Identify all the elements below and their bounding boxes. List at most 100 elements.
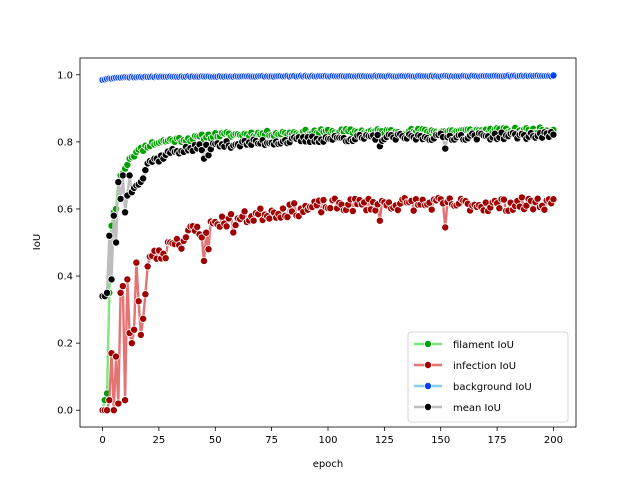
data-point: [204, 245, 213, 254]
y-axis-label: IoU: [32, 234, 43, 250]
data-point: [132, 258, 141, 267]
data-point: [517, 193, 526, 202]
data-point: [193, 222, 202, 231]
data-point: [139, 174, 148, 183]
data-point: [549, 195, 558, 204]
data-point: [107, 275, 116, 284]
legend-marker: [423, 381, 432, 390]
data-point: [103, 406, 112, 415]
data-point: [116, 288, 125, 297]
data-point: [540, 205, 549, 214]
data-point: [197, 146, 206, 155]
data-point: [181, 233, 190, 242]
data-point: [199, 256, 208, 265]
data-point: [326, 204, 335, 213]
legend-item: background IoU: [414, 381, 532, 393]
data-point: [529, 205, 538, 214]
data-point: [533, 194, 542, 203]
y-axis: 0.0 0.2 0.4 0.6 0.8 1.0: [57, 70, 80, 417]
y-tick-label: 0.4: [57, 272, 73, 283]
y-tick-label: 0.6: [57, 204, 73, 215]
data-point: [136, 330, 145, 339]
x-tick-label: 50: [209, 435, 222, 446]
legend-item: filament IoU: [414, 339, 514, 351]
x-tick-label: 200: [544, 435, 563, 446]
series-layer: [98, 71, 558, 415]
data-point: [229, 228, 238, 237]
data-point: [317, 208, 326, 217]
data-point: [114, 178, 123, 187]
data-point: [105, 231, 114, 240]
data-point: [177, 244, 186, 253]
x-tick-label: 100: [318, 435, 337, 446]
legend-marker: [423, 402, 432, 411]
data-point: [409, 206, 418, 215]
y-tick-label: 0.0: [57, 406, 73, 417]
data-point: [123, 275, 132, 284]
data-point: [118, 171, 127, 180]
data-point: [114, 399, 123, 408]
series-background-iou: [98, 71, 558, 84]
data-point: [222, 222, 231, 231]
data-point: [441, 223, 450, 232]
legend-label: infection IoU: [453, 361, 516, 372]
data-point: [109, 211, 118, 220]
data-point: [427, 205, 436, 214]
y-tick-label: 0.2: [57, 339, 73, 350]
x-axis-label: epoch: [313, 459, 343, 470]
legend-item: mean IoU: [414, 402, 501, 414]
data-point: [112, 352, 121, 361]
data-point: [121, 208, 130, 217]
data-point: [103, 288, 112, 297]
legend-box: [407, 331, 569, 423]
legend-label: mean IoU: [453, 403, 501, 414]
data-point: [134, 297, 143, 306]
data-point: [141, 166, 150, 175]
legend-label: filament IoU: [453, 340, 514, 351]
data-point: [161, 254, 170, 263]
data-point: [240, 207, 249, 216]
data-point: [231, 221, 240, 230]
legend: filament IoU infection IoU background IoU m…: [407, 331, 569, 423]
data-point: [116, 194, 125, 203]
series-mean-iou: [98, 128, 558, 301]
data-point: [121, 396, 130, 405]
data-point: [290, 199, 299, 208]
data-point: [549, 71, 558, 80]
data-point: [348, 207, 357, 216]
data-point: [118, 282, 127, 291]
data-point: [109, 406, 118, 415]
data-point: [130, 325, 139, 334]
data-point: [373, 130, 382, 139]
x-tick-label: 25: [153, 435, 166, 446]
data-point: [499, 195, 508, 204]
x-tick-label: 0: [99, 435, 105, 446]
data-point: [549, 130, 558, 139]
data-point: [139, 314, 148, 323]
data-point: [319, 196, 328, 205]
data-point: [127, 339, 136, 348]
data-point: [375, 216, 384, 225]
x-tick-label: 125: [375, 435, 394, 446]
series-infection-iou: [98, 193, 558, 415]
x-tick-label: 175: [488, 435, 507, 446]
legend-item: infection IoU: [414, 360, 516, 372]
legend-marker: [423, 360, 432, 369]
y-tick-label: 0.8: [57, 137, 73, 148]
data-point: [495, 204, 504, 213]
data-point: [105, 396, 114, 405]
data-point: [218, 212, 227, 221]
data-point: [278, 204, 287, 213]
data-point: [227, 210, 236, 219]
data-point: [143, 262, 152, 271]
x-tick-label: 75: [265, 435, 278, 446]
x-axis: 0 25 50 75 100 125 150 175 200: [99, 427, 563, 446]
data-point: [112, 238, 121, 247]
x-tick-label: 150: [431, 435, 450, 446]
data-point: [141, 290, 150, 299]
legend-marker: [423, 339, 432, 348]
data-point: [256, 204, 265, 213]
data-point: [202, 228, 211, 237]
data-point: [441, 144, 450, 153]
